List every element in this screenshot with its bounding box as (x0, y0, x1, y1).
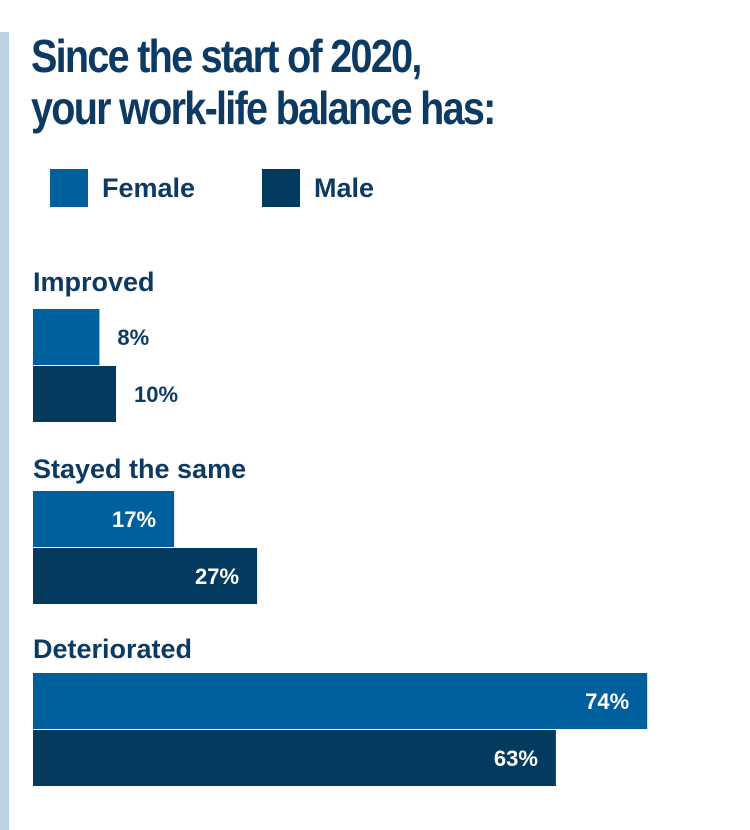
value-label-improved-female: 8% (117, 325, 149, 350)
bar-deteriorated-female (33, 673, 648, 729)
chart-title: Since the start of 2020, your work-life … (31, 30, 633, 134)
category-label-stayed-the-same: Stayed the same (33, 454, 246, 484)
category-label-improved: Improved (33, 267, 155, 297)
value-label-stayed-the-same-female: 17% (112, 507, 156, 532)
value-label-improved-male: 10% (134, 382, 178, 407)
chart-title-line-1: Since the start of 2020, (31, 30, 422, 82)
side-accent-rule (0, 32, 9, 830)
legend-swatch-female (50, 169, 88, 207)
bar-deteriorated-male (33, 730, 556, 786)
bar-stayed-the-same-female (33, 491, 175, 547)
bar-improved-male (33, 366, 116, 422)
legend-label-male: Male (314, 173, 375, 203)
legend-swatch-male (262, 169, 300, 207)
value-label-stayed-the-same-male: 27% (195, 564, 239, 589)
value-label-deteriorated-female: 74% (585, 689, 629, 714)
value-label-deteriorated-male: 63% (494, 746, 538, 771)
bar-improved-female (33, 309, 100, 365)
bar-stayed-the-same-male (33, 548, 258, 604)
chart-title-line-2: your work-life balance has: (31, 82, 496, 134)
category-label-deteriorated: Deteriorated (33, 634, 192, 664)
legend-label-female: Female (102, 173, 196, 203)
